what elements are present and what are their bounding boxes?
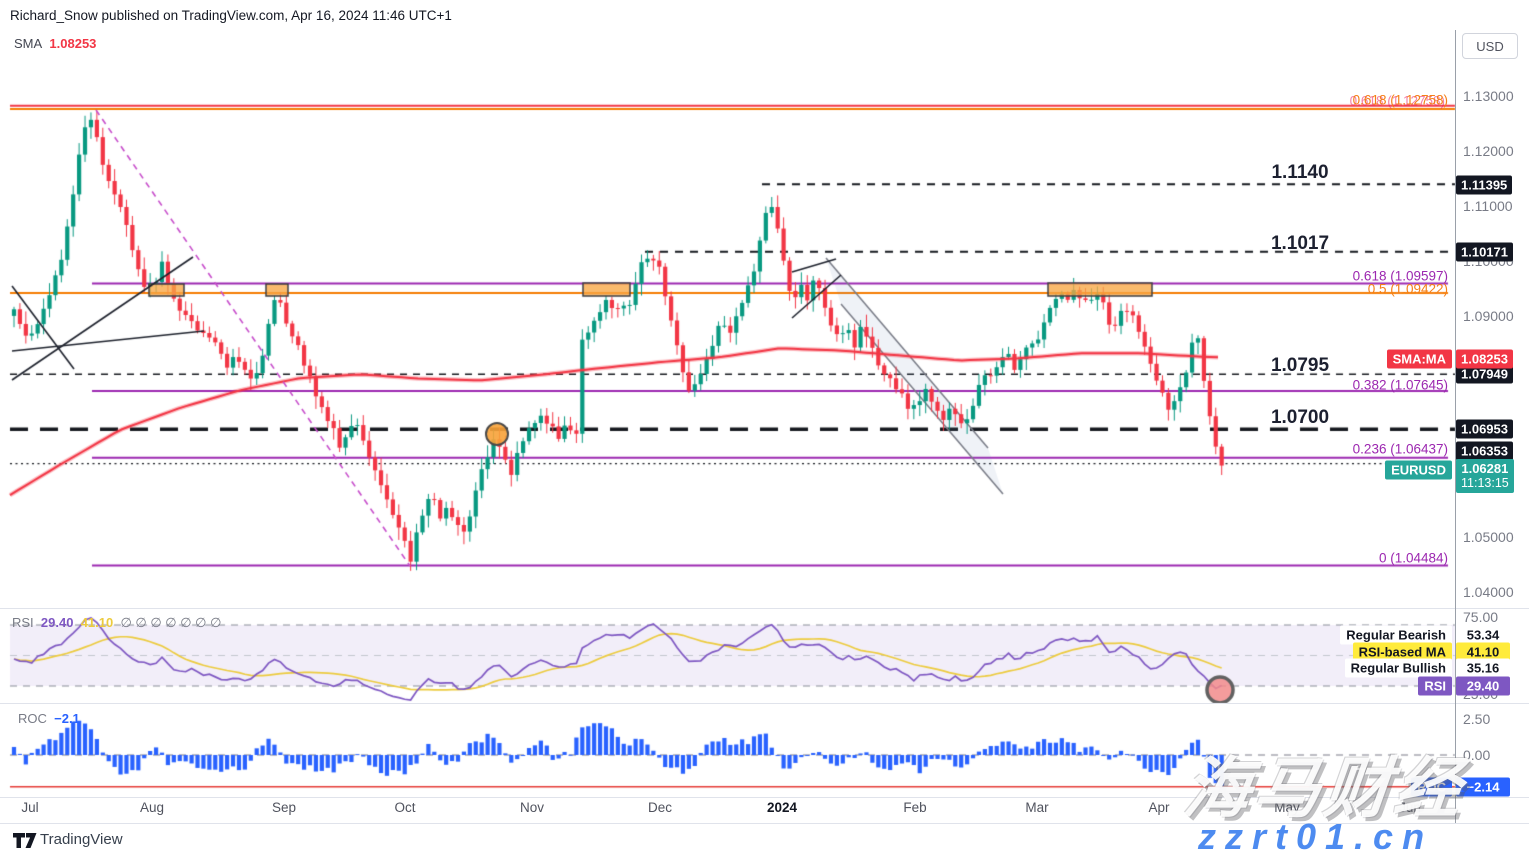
rsi-value-badge: 35.16 <box>1456 658 1510 678</box>
tradingview-brand-text[interactable]: TradingView <box>40 831 123 848</box>
key-level-label: 1.0795 <box>1270 355 1330 376</box>
sma-legend-name: SMA <box>14 36 43 51</box>
time-axis-label: Dec <box>647 800 673 815</box>
tradingview-logo-icon[interactable] <box>13 833 37 853</box>
rsi-legend: RSI 29.40 41.10 ∅ ∅ ∅ ∅ ∅ ∅ ∅ <box>12 615 221 631</box>
price-axis-tick: 1.09000 <box>1463 308 1514 325</box>
rsi-ma-legend-value: 41.10 <box>80 615 114 630</box>
sma-value-badge: 1.08253 <box>1456 349 1513 369</box>
last-price-value: 1.06281 <box>1461 461 1509 476</box>
price-level-badge: 1.11395 <box>1456 175 1513 195</box>
pane-separator-rsi-roc[interactable] <box>0 703 1529 704</box>
pane-separator-roc-timeaxis <box>0 797 1529 798</box>
time-axis-label: Sep <box>271 800 297 815</box>
rsi-legend-value: 29.40 <box>40 615 74 630</box>
price-axis-border[interactable] <box>1455 30 1456 823</box>
time-axis-label: Jul <box>21 800 39 815</box>
time-axis-label: Feb <box>903 800 927 815</box>
last-price-badge: 1.06281 11:13:15 <box>1456 459 1514 493</box>
time-axis-label: Jun <box>1399 800 1421 815</box>
rsi-legend-empty-values: ∅ ∅ ∅ ∅ ∅ ∅ ∅ <box>120 615 222 630</box>
pane-separator-price-rsi[interactable] <box>0 608 1529 609</box>
rsi-indicator-chip: RSI <box>1418 676 1452 696</box>
roc-axis-tick: 0.00 <box>1463 747 1491 763</box>
time-axis-label: Aug <box>139 800 165 815</box>
roc-legend-value: −2.1 <box>54 711 80 726</box>
currency-button[interactable]: USD <box>1462 33 1518 59</box>
fib-level-label: 0.618 (1.09597) <box>1352 268 1448 284</box>
price-level-badge: 1.10171 <box>1456 242 1513 262</box>
fib-level-label: 0 (1.04484) <box>1378 550 1448 566</box>
sma-ma-chip: SMA:MA <box>1386 349 1452 369</box>
watermark-site-url: zzrt01.cn <box>1198 816 1434 857</box>
time-axis-label: Oct <box>394 800 416 815</box>
time-axis-label: 2024 <box>766 800 798 815</box>
price-axis-tick: 1.04000 <box>1463 584 1514 601</box>
publish-header: Richard_Snow published on TradingView.co… <box>10 8 452 23</box>
sma-legend: SMA 1.08253 <box>14 36 96 51</box>
roc-value-badge: −2.14 <box>1456 777 1510 797</box>
time-axis-label: Apr <box>1148 800 1170 815</box>
time-axis-label: May <box>1274 800 1300 815</box>
price-axis-tick: 1.05000 <box>1463 529 1514 545</box>
roc-legend-name: ROC <box>18 711 47 726</box>
symbol-chip: EURUSD <box>1385 460 1452 480</box>
key-level-label: 1.1017 <box>1270 233 1330 254</box>
roc-legend: ROC −2.1 <box>18 711 80 726</box>
rsi-value-badge: 53.34 <box>1456 625 1510 645</box>
footer-separator <box>0 823 1529 824</box>
price-level-badge: 1.07949 <box>1456 364 1513 384</box>
roc-chip: ROC <box>1411 777 1452 797</box>
price-axis-tick: 1.12000 <box>1463 142 1514 159</box>
fib-level-label: 0.382 (1.07645) <box>1352 377 1448 393</box>
rsi-indicator-chip: RSI-based MA <box>1352 642 1452 662</box>
rsi-value-badge: 29.40 <box>1456 676 1510 696</box>
rsi-indicator-chip: Regular Bearish <box>1340 625 1452 645</box>
time-axis-label: Mar <box>1025 800 1049 815</box>
fib-level-label: 0.236 (1.06437) <box>1352 441 1448 457</box>
roc-axis-tick: 2.50 <box>1463 711 1491 727</box>
key-level-label: 1.0700 <box>1270 407 1330 428</box>
price-axis-tick: 1.11000 <box>1463 197 1513 214</box>
fib-level-label: 0.5 (1.09422) <box>1367 281 1448 297</box>
rsi-indicator-chip: Regular Bullish <box>1344 658 1452 678</box>
rsi-axis-tick: 75.00 <box>1463 609 1499 626</box>
price-axis-tick: 1.13000 <box>1463 87 1514 104</box>
rsi-legend-name: RSI <box>12 615 34 630</box>
time-axis-label: Nov <box>519 800 545 815</box>
sma-legend-value: 1.08253 <box>49 36 97 51</box>
rsi-value-badge: 41.10 <box>1456 642 1510 662</box>
price-level-badge: 1.06353 <box>1456 441 1513 461</box>
fib-level-label: 0.618 (1.12758) <box>1352 92 1448 108</box>
price-level-badge: 1.06953 <box>1456 419 1513 439</box>
key-level-label: 1.1140 <box>1271 162 1329 183</box>
countdown-timer: 11:13:15 <box>1461 476 1509 490</box>
